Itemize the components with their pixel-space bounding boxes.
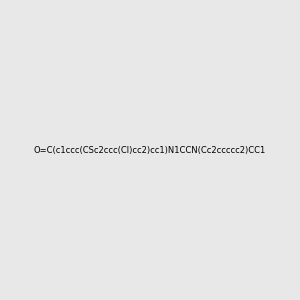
Text: O=C(c1ccc(CSc2ccc(Cl)cc2)cc1)N1CCN(Cc2ccccc2)CC1: O=C(c1ccc(CSc2ccc(Cl)cc2)cc1)N1CCN(Cc2cc… xyxy=(34,146,266,154)
